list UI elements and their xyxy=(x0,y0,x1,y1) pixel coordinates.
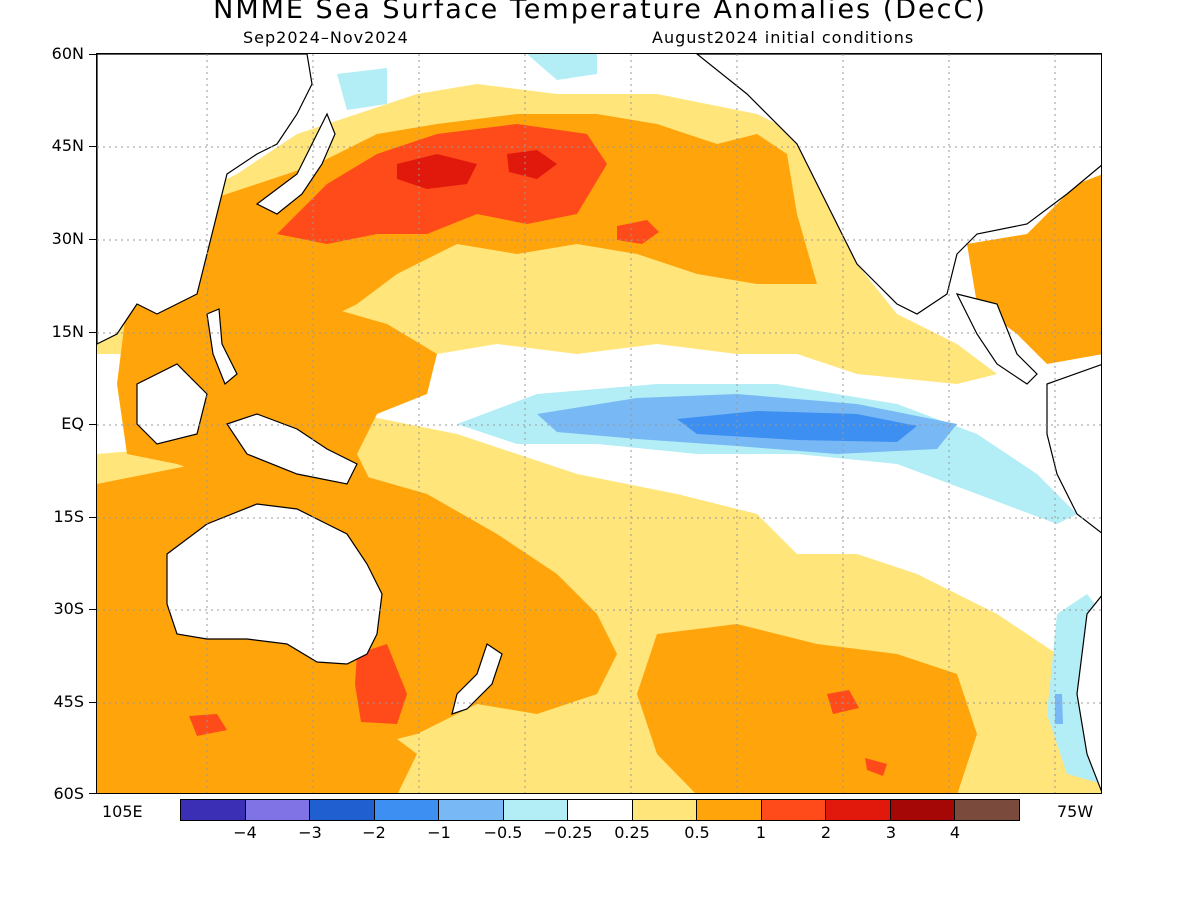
lat-tick xyxy=(89,54,96,55)
colorbar-label: 4 xyxy=(949,823,961,842)
lat-tick xyxy=(89,424,96,425)
colorbar-swatch xyxy=(826,800,891,820)
lat-label-45s: 45S xyxy=(53,692,84,711)
lat-label-60n: 60N xyxy=(51,44,84,63)
colorbar-swatch xyxy=(568,800,633,820)
land-philippines xyxy=(206,308,238,385)
anomaly-light-blue-north xyxy=(337,54,597,110)
colorbar-label: 3 xyxy=(885,823,897,842)
anomaly-blue-cold-core xyxy=(677,411,917,442)
lat-tick xyxy=(89,146,96,147)
anomaly-red-core-2 xyxy=(507,150,557,179)
colorbar-swatch xyxy=(632,800,698,820)
lat-tick xyxy=(89,239,96,240)
anomaly-orange-southern-ocean xyxy=(97,664,417,793)
land-north-america xyxy=(696,54,1101,315)
lat-label-60s: 60S xyxy=(53,784,84,803)
lat-tick xyxy=(89,609,96,610)
anomaly-red-tasman xyxy=(355,644,407,724)
anomaly-red-core-1 xyxy=(397,154,477,189)
land-asia xyxy=(97,54,313,345)
colorbar-label: −4 xyxy=(233,823,257,842)
forecast-period: Sep2024–Nov2024 xyxy=(243,28,409,47)
anomaly-mid-blue-chile xyxy=(1055,694,1063,724)
colorbar-swatch xyxy=(439,800,504,820)
colorbar-label: −1 xyxy=(427,823,451,842)
land-australia xyxy=(166,503,383,665)
land-central-america xyxy=(955,293,1038,385)
lon-label-left: 105E xyxy=(102,802,143,821)
land-new-zealand xyxy=(451,643,503,715)
colorbar-swatch xyxy=(310,800,375,820)
colorbar xyxy=(180,799,1020,821)
anomaly-red-midpacific xyxy=(617,220,659,244)
lon-label-right: 75W xyxy=(1057,802,1094,821)
colorbar-label: −3 xyxy=(298,823,322,842)
colorbar-label: 2 xyxy=(820,823,832,842)
anomaly-orange-south-east xyxy=(637,624,977,793)
lat-tick xyxy=(89,517,96,518)
colorbar-label: −0.25 xyxy=(543,823,593,842)
map-canvas xyxy=(97,54,1101,793)
colorbar-swatch xyxy=(955,800,1019,820)
lat-label-15n: 15N xyxy=(51,322,84,341)
colorbar-label: −2 xyxy=(362,823,386,842)
initial-conditions: August2024 initial conditions xyxy=(652,28,915,47)
lat-label-30s: 30S xyxy=(53,599,84,618)
colorbar-swatch xyxy=(761,800,827,820)
colorbar-label: 1 xyxy=(755,823,767,842)
land-japan xyxy=(255,112,336,215)
land-south-america xyxy=(1046,364,1101,792)
lat-label-eq: EQ xyxy=(61,414,84,433)
land-borneo-indonesia xyxy=(136,363,358,485)
lat-label-15s: 15S xyxy=(53,507,84,526)
lat-tick xyxy=(89,793,96,794)
colorbar-swatch xyxy=(181,800,246,820)
colorbar-label: 0.5 xyxy=(684,823,710,842)
lat-label-45n: 45N xyxy=(51,136,84,155)
colorbar-swatch xyxy=(245,800,311,820)
colorbar-label: 0.25 xyxy=(614,823,650,842)
lat-tick xyxy=(89,702,96,703)
anomaly-red-south-1 xyxy=(189,714,227,736)
sst-anomaly-map xyxy=(96,53,1102,794)
colorbar-swatch xyxy=(697,800,762,820)
lat-tick xyxy=(89,332,96,333)
lat-label-30n: 30N xyxy=(51,229,84,248)
colorbar-swatch xyxy=(890,800,956,820)
colorbar-label: −0.5 xyxy=(483,823,523,842)
map-title: NMME Sea Surface Temperature Anomalies (… xyxy=(213,0,987,25)
colorbar-swatch xyxy=(503,800,569,820)
anomaly-red-south-3 xyxy=(865,758,887,776)
colorbar-swatch xyxy=(374,800,440,820)
